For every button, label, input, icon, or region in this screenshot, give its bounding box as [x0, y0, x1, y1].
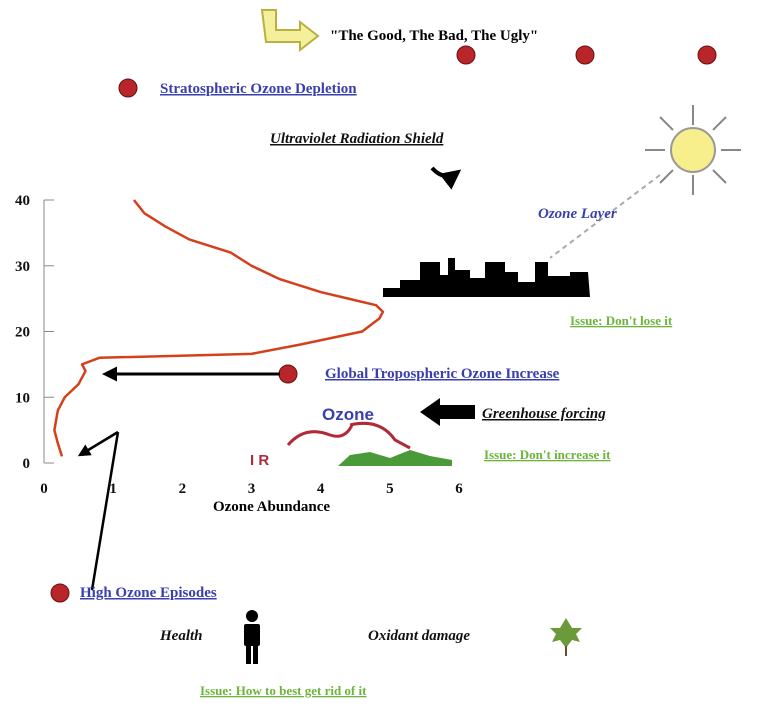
- ozone-profile: [53, 199, 385, 457]
- arrow: [430, 166, 462, 190]
- y-tick-label: 30: [15, 259, 30, 275]
- y-tick-label: 20: [15, 325, 30, 341]
- annotation: Issue: Don't lose it: [570, 313, 673, 328]
- skyline: [383, 258, 590, 297]
- arrow-icon: [260, 9, 320, 53]
- arrow: [90, 431, 120, 591]
- x-tick-label: 1: [109, 481, 117, 497]
- sun: [645, 105, 741, 195]
- annotation: Issue: Don't increase it: [484, 447, 611, 462]
- annotation: Ozone: [322, 405, 374, 424]
- dashed-line: [549, 174, 661, 259]
- annotation: Issue: How to best get rid of it: [200, 683, 367, 698]
- plot: 0 10 20 30 40 0 1 2 3 4 5 6 Ozone Abundance: [15, 193, 463, 515]
- x-tick-label: 5: [386, 481, 394, 497]
- annotation: I R: [250, 452, 269, 469]
- arrow: [420, 398, 475, 426]
- x-tick-label: 3: [248, 481, 256, 497]
- annotation: Stratospheric Ozone Depletion: [160, 81, 357, 97]
- annotation: Ultraviolet Radiation Shield: [270, 131, 444, 147]
- annotation: Health: [159, 628, 203, 644]
- x-tick-label: 4: [317, 481, 325, 497]
- quote: "The Good, The Bad, The Ugly": [330, 28, 538, 44]
- annotation: Oxidant damage: [368, 628, 470, 644]
- annotation: High Ozone Episodes: [80, 585, 217, 601]
- grass: [338, 450, 452, 466]
- y-tick-label: 0: [23, 456, 31, 472]
- y-tick-label: 40: [15, 193, 30, 209]
- annotation: Ozone Layer: [538, 206, 617, 222]
- x-axis-label: Ozone Abundance: [213, 499, 330, 515]
- x-tick-label: 2: [179, 481, 187, 497]
- x-tick-label: 0: [40, 481, 48, 497]
- leaf: [550, 618, 582, 648]
- annotation: Global Tropospheric Ozone Increase: [325, 366, 560, 382]
- annotation: Greenhouse forcing: [482, 406, 606, 422]
- arrow: [77, 430, 119, 457]
- y-tick-label: 10: [15, 390, 30, 406]
- x-tick-label: 6: [455, 481, 463, 497]
- person: [244, 610, 260, 664]
- ir-arrows: [286, 421, 411, 450]
